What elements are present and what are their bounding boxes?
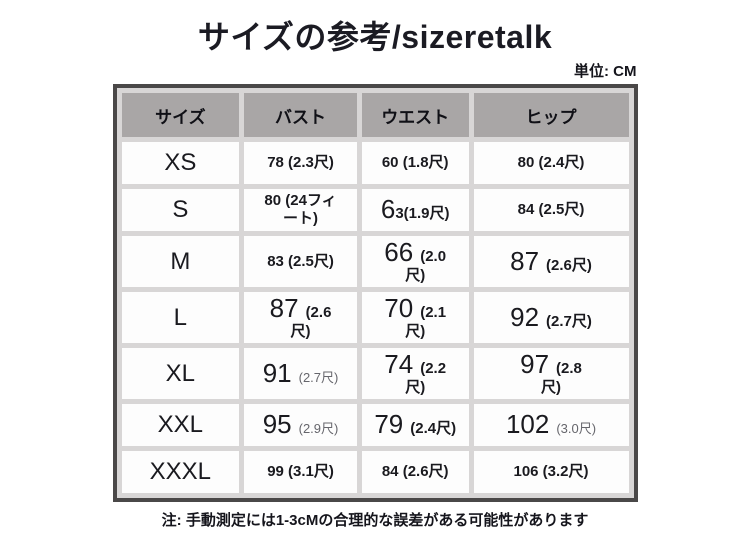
measurement-cell: 60 (1.8尺) — [361, 142, 469, 184]
measurement-cell: 91 (2.7尺) — [244, 348, 357, 400]
measurement-text: 60 (1.8尺) — [381, 154, 449, 172]
column-header: ウエスト — [361, 93, 469, 137]
table-row: XXXL 99 (3.1尺) 84 (2.6尺) 106 (3.2尺) — [121, 451, 629, 494]
size-label-cell: XL — [121, 348, 240, 400]
measurement-text: 92 — [510, 301, 540, 332]
measurement-cell: 63(1.9尺) — [361, 189, 469, 231]
measurement-cell: 70 (2.1 尺) — [361, 292, 469, 344]
measurement-text: 3(1.9尺) — [395, 205, 450, 223]
size-label-cell: XS — [121, 142, 240, 184]
measurement-text: 87 — [510, 245, 540, 276]
measurement-text: 87 — [269, 293, 299, 324]
measurement-text: (2.7尺) — [298, 369, 339, 385]
table-row: S 80 (24フィ ート) 63(1.9尺) 84 (2.5尺) — [121, 189, 629, 231]
measurement-text: (2.2 尺) — [405, 360, 447, 397]
measurement-text: (2.9尺) — [298, 421, 339, 437]
measurement-cell: 97 (2.8 尺) — [473, 348, 629, 400]
measurement-cell: 66 (2.0 尺) — [361, 236, 469, 288]
size-label-cell: XXXL — [121, 451, 240, 494]
size-label-cell: L — [121, 292, 240, 344]
measurement-text: 80 (24フィ ート) — [264, 192, 337, 227]
measurement-cell: 87 (2.6 尺) — [244, 292, 357, 344]
measurement-text: 106 (3.2尺) — [513, 463, 589, 481]
measurement-text: 99 (3.1尺) — [267, 463, 334, 481]
measurement-cell: 102 (3.0尺) — [473, 404, 629, 447]
table-row: L 87 (2.6 尺) 70 (2.1 尺) 92 (2.7尺) — [121, 292, 629, 344]
table-row: M 83 (2.5尺) 66 (2.0 尺) 87 (2.6尺) — [121, 236, 629, 288]
measurement-cell: 83 (2.5尺) — [244, 236, 357, 288]
measurement-text: 102 — [505, 409, 550, 440]
column-header: ヒップ — [473, 93, 629, 137]
measurement-text: 84 (2.5尺) — [517, 201, 585, 219]
measurement-cell: 84 (2.6尺) — [361, 451, 469, 494]
measurement-text: (2.0 尺) — [405, 248, 447, 285]
column-header: サイズ — [121, 93, 240, 137]
measurement-text: (2.6尺) — [546, 256, 592, 274]
measurement-text: (3.0尺) — [556, 421, 597, 437]
measurement-cell: 80 (2.4尺) — [473, 142, 629, 184]
measurement-text: (2.8 尺) — [541, 360, 582, 397]
table-row: XXL 95 (2.9尺) 79 (2.4尺) 102 (3.0尺) — [121, 404, 629, 447]
measurement-note: 注: 手動測定には1-3cMの合理的な誤差がある可能性があります — [161, 512, 589, 530]
measurement-text: 79 — [374, 409, 404, 440]
table-row: XS 78 (2.3尺) 60 (1.8尺) 80 (2.4尺) — [121, 142, 629, 184]
measurement-cell: 74 (2.2 尺) — [361, 348, 469, 400]
measurement-text: (2.7尺) — [546, 312, 592, 330]
size-chart-page: サイズの参考/sizeretalk 単位: CM サイズ バスト ウエスト ヒップ X… — [112, 12, 638, 530]
size-label-cell: M — [121, 236, 240, 288]
measurement-cell: 79 (2.4尺) — [361, 404, 469, 447]
table-row: XL 91 (2.7尺) 74 (2.2 尺) 97 (2.8 尺) — [121, 348, 629, 400]
size-table: サイズ バスト ウエスト ヒップ XS 78 (2.3尺) 60 (1.8尺) 80 (2.… — [112, 84, 638, 503]
measurement-text: 80 (2.4尺) — [517, 154, 585, 172]
measurement-text: 84 (2.6尺) — [381, 463, 449, 481]
size-label-cell: S — [121, 189, 240, 231]
measurement-text: 70 — [384, 293, 414, 324]
column-header: バスト — [244, 93, 357, 137]
measurement-text: 78 (2.3尺) — [267, 154, 334, 172]
measurement-cell: 84 (2.5尺) — [473, 189, 629, 231]
measurement-text: (2.6 尺) — [290, 304, 332, 341]
page-title: サイズの参考/sizeretalk — [197, 19, 553, 55]
measurement-cell: 80 (24フィ ート) — [244, 189, 357, 231]
measurement-text: 74 — [384, 349, 414, 380]
measurement-text: 97 — [520, 349, 550, 380]
measurement-text: 66 — [384, 237, 414, 267]
measurement-cell: 87 (2.6尺) — [473, 236, 629, 288]
measurement-text: (2.1 尺) — [405, 304, 447, 341]
measurement-cell: 99 (3.1尺) — [244, 451, 357, 494]
measurement-cell: 95 (2.9尺) — [244, 404, 357, 447]
measurement-text: 91 — [262, 357, 292, 388]
header-row: サイズ バスト ウエスト ヒップ — [121, 93, 629, 137]
measurement-text: 83 (2.5尺) — [267, 252, 334, 270]
measurement-cell: 106 (3.2尺) — [473, 451, 629, 494]
unit-label: 単位: CM — [574, 63, 637, 80]
measurement-text: 95 — [262, 409, 292, 440]
size-label-cell: XXL — [121, 404, 240, 447]
measurement-cell: 78 (2.3尺) — [244, 142, 357, 184]
measurement-text: 6 — [380, 194, 396, 225]
measurement-cell: 92 (2.7尺) — [473, 292, 629, 344]
measurement-text: (2.4尺) — [410, 420, 457, 438]
table-body: XS 78 (2.3尺) 60 (1.8尺) 80 (2.4尺) S 80 (24フィ ー… — [121, 142, 629, 494]
